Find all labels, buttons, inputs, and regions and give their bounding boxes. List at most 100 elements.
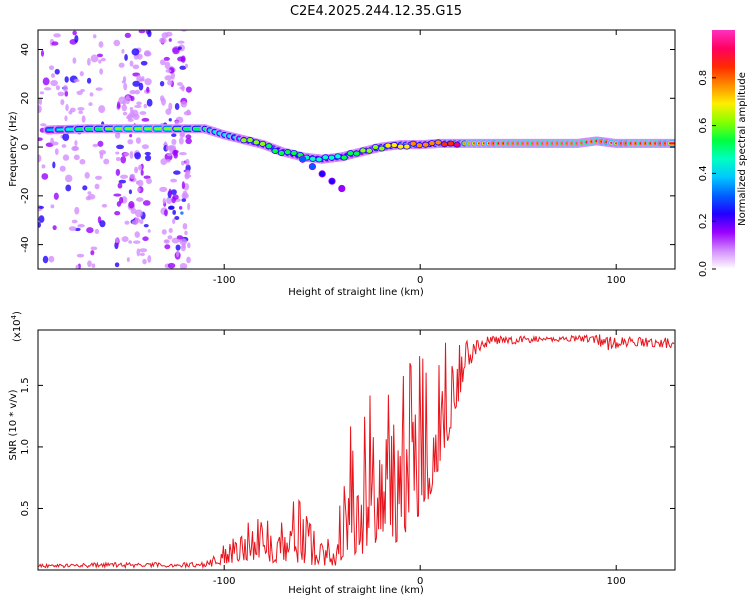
noise-blob: [184, 174, 192, 178]
noise-blob: [73, 78, 80, 83]
noise-blob: [171, 145, 177, 152]
noise-blob: [122, 111, 128, 116]
noise-blob: [171, 138, 177, 145]
noise-blob: [161, 32, 169, 39]
snr-line: [38, 333, 675, 570]
noise-blob: [133, 240, 141, 244]
noise-blob: [124, 220, 130, 225]
noise-blob: [53, 33, 61, 38]
noise-blob: [129, 106, 134, 111]
noise-blob: [124, 32, 131, 39]
noise-blob: [182, 223, 188, 230]
noise-blob: [86, 227, 94, 234]
noise-blob: [172, 194, 179, 200]
noise-blob: [120, 174, 129, 179]
noise-blob: [168, 146, 173, 152]
noise-blob: [64, 115, 68, 122]
ridge-blob: [259, 140, 267, 147]
ridge-blob: [353, 150, 361, 157]
spectrogram-ridge: [43, 124, 675, 193]
noise-blob: [55, 85, 61, 91]
noise-blob: [185, 137, 192, 145]
noise-blob: [168, 205, 175, 210]
noise-blob: [59, 165, 66, 172]
ridge-blob: [422, 141, 430, 148]
noise-blob: [38, 215, 45, 223]
noise-blob: [134, 89, 140, 95]
noise-blob: [42, 77, 50, 86]
noise-blob: [145, 154, 152, 162]
noise-blob: [187, 202, 191, 211]
noise-blob: [72, 30, 77, 36]
noise-blob: [86, 77, 92, 84]
noise-blob: [143, 223, 149, 228]
noise-blob: [174, 215, 180, 221]
ridge-blob: [328, 154, 336, 161]
noise-blob: [184, 230, 188, 236]
noise-blob: [126, 257, 130, 263]
noise-blob: [159, 186, 168, 193]
noise-blob: [127, 113, 133, 120]
noise-blob: [178, 151, 187, 156]
noise-blob: [65, 103, 69, 112]
noise-blob: [74, 206, 80, 215]
ridge-blob: [434, 139, 442, 146]
noise-blob: [168, 118, 172, 122]
ridge-blob: [453, 141, 461, 148]
noise-blob: [129, 133, 133, 138]
y-tick-label: 0: [20, 144, 31, 150]
noise-blob: [38, 97, 43, 106]
noise-blob: [98, 105, 106, 114]
noise-blob: [77, 223, 85, 228]
noise-blob: [40, 123, 47, 127]
ridge-blob: [403, 143, 411, 150]
noise-blob: [172, 47, 180, 55]
noise-blob: [172, 209, 177, 215]
noise-blob: [185, 86, 192, 93]
noise-blob: [38, 105, 42, 113]
noise-blob: [97, 140, 104, 147]
noise-blob: [115, 237, 119, 244]
ridge-blob: [447, 140, 455, 147]
noise-blob: [129, 151, 134, 159]
noise-blob: [65, 184, 72, 192]
x-tick-label: 100: [607, 275, 626, 286]
noise-blob: [116, 144, 125, 150]
colorbar-tick-label: 0.2: [698, 213, 709, 229]
noise-blob: [135, 137, 141, 144]
colorbar-gradient: [712, 30, 735, 269]
noise-blob: [90, 250, 95, 256]
noise-blob: [100, 57, 106, 62]
x-tick-label: 0: [417, 275, 423, 286]
noise-blob: [173, 149, 179, 154]
noise-blob: [41, 173, 49, 180]
y-tick-label: 1.0: [20, 439, 31, 455]
noise-blob: [171, 237, 180, 244]
ridge-blob: [252, 139, 260, 146]
noise-blob: [91, 263, 96, 268]
noise-blob: [173, 170, 181, 175]
noise-blob: [103, 158, 110, 165]
noise-blob: [78, 110, 83, 114]
noise-blob: [163, 56, 170, 61]
noise-blob: [62, 85, 68, 92]
noise-blob: [184, 63, 189, 69]
noise-blob: [139, 218, 144, 225]
noise-blob: [186, 109, 191, 116]
noise-blob: [159, 80, 165, 87]
noise-blob: [72, 57, 77, 64]
noise-blob: [164, 244, 171, 250]
ridge-blob: [428, 140, 436, 147]
noise-blob: [142, 200, 151, 206]
snr-y-axis-label: SNR (10 * v/v): [8, 389, 19, 460]
snr-multiplier-close: ): [12, 311, 23, 315]
snr-x-axis-label: Height of straight line (km): [288, 585, 424, 596]
ridge-blob: [415, 142, 424, 149]
spectrogram-x-ticks: -100 0 100: [213, 30, 626, 286]
noise-blob: [121, 104, 128, 112]
noise-blob: [175, 244, 181, 251]
x-tick-label: -100: [213, 576, 236, 587]
noise-blob: [146, 86, 150, 93]
noise-blob: [87, 260, 92, 268]
noise-blob: [75, 264, 80, 269]
